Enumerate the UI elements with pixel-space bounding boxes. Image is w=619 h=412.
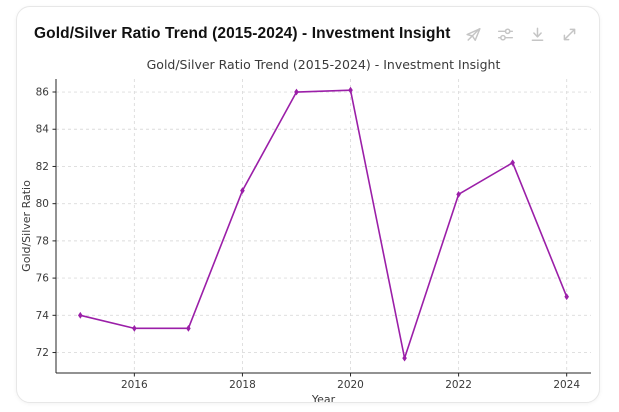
expand-icon[interactable] (560, 25, 578, 43)
sliders-icon[interactable] (496, 25, 514, 43)
data-point-marker (510, 159, 515, 167)
y-tick-label: 72 (36, 347, 49, 359)
data-point-marker (456, 190, 461, 198)
chart-area: 2016 2018 2020 2022 2024 72 74 76 78 80 82 84 86 Gold… (17, 7, 599, 403)
x-tick-label: 2024 (553, 379, 580, 391)
card-header: Gold/Silver Ratio Trend (2015-2024) - In… (17, 7, 599, 51)
x-tick-label: 2016 (121, 379, 148, 391)
chart-card: Gold/Silver Ratio Trend (2015-2024) - In… (16, 6, 600, 403)
y-tick-label: 82 (36, 161, 49, 173)
y-tick-label: 78 (36, 235, 49, 247)
x-tick-label: 2022 (445, 379, 472, 391)
y-axis-label: Gold/Silver Ratio (20, 180, 33, 272)
data-point-marker (564, 293, 569, 301)
chart-svg: 2016 2018 2020 2022 2024 72 74 76 78 80 82 84 86 Gold… (20, 57, 591, 403)
x-tick-label: 2020 (337, 379, 364, 391)
data-point-marker (186, 324, 191, 332)
header-toolbar (464, 25, 578, 43)
download-icon[interactable] (528, 25, 546, 43)
card-title: Gold/Silver Ratio Trend (2015-2024) - In… (34, 25, 451, 42)
data-point-marker (348, 86, 353, 94)
x-tick-label: 2018 (229, 379, 256, 391)
y-tick-label: 74 (36, 310, 50, 322)
chart-title: Gold/Silver Ratio Trend (2015-2024) - In… (147, 57, 501, 72)
data-point-marker (294, 88, 299, 96)
x-axis-label: Year (311, 393, 336, 403)
data-point-marker (78, 311, 83, 319)
trend-line (79, 89, 568, 359)
data-point-marker (402, 354, 407, 362)
data-point-marker (240, 187, 245, 195)
data-point-marker (132, 324, 137, 332)
y-tick-label: 80 (36, 198, 49, 210)
y-tick-label: 76 (36, 273, 50, 285)
y-tick-label: 86 (36, 87, 50, 99)
y-tick-label: 84 (36, 124, 50, 136)
send-off-icon[interactable] (464, 25, 482, 43)
